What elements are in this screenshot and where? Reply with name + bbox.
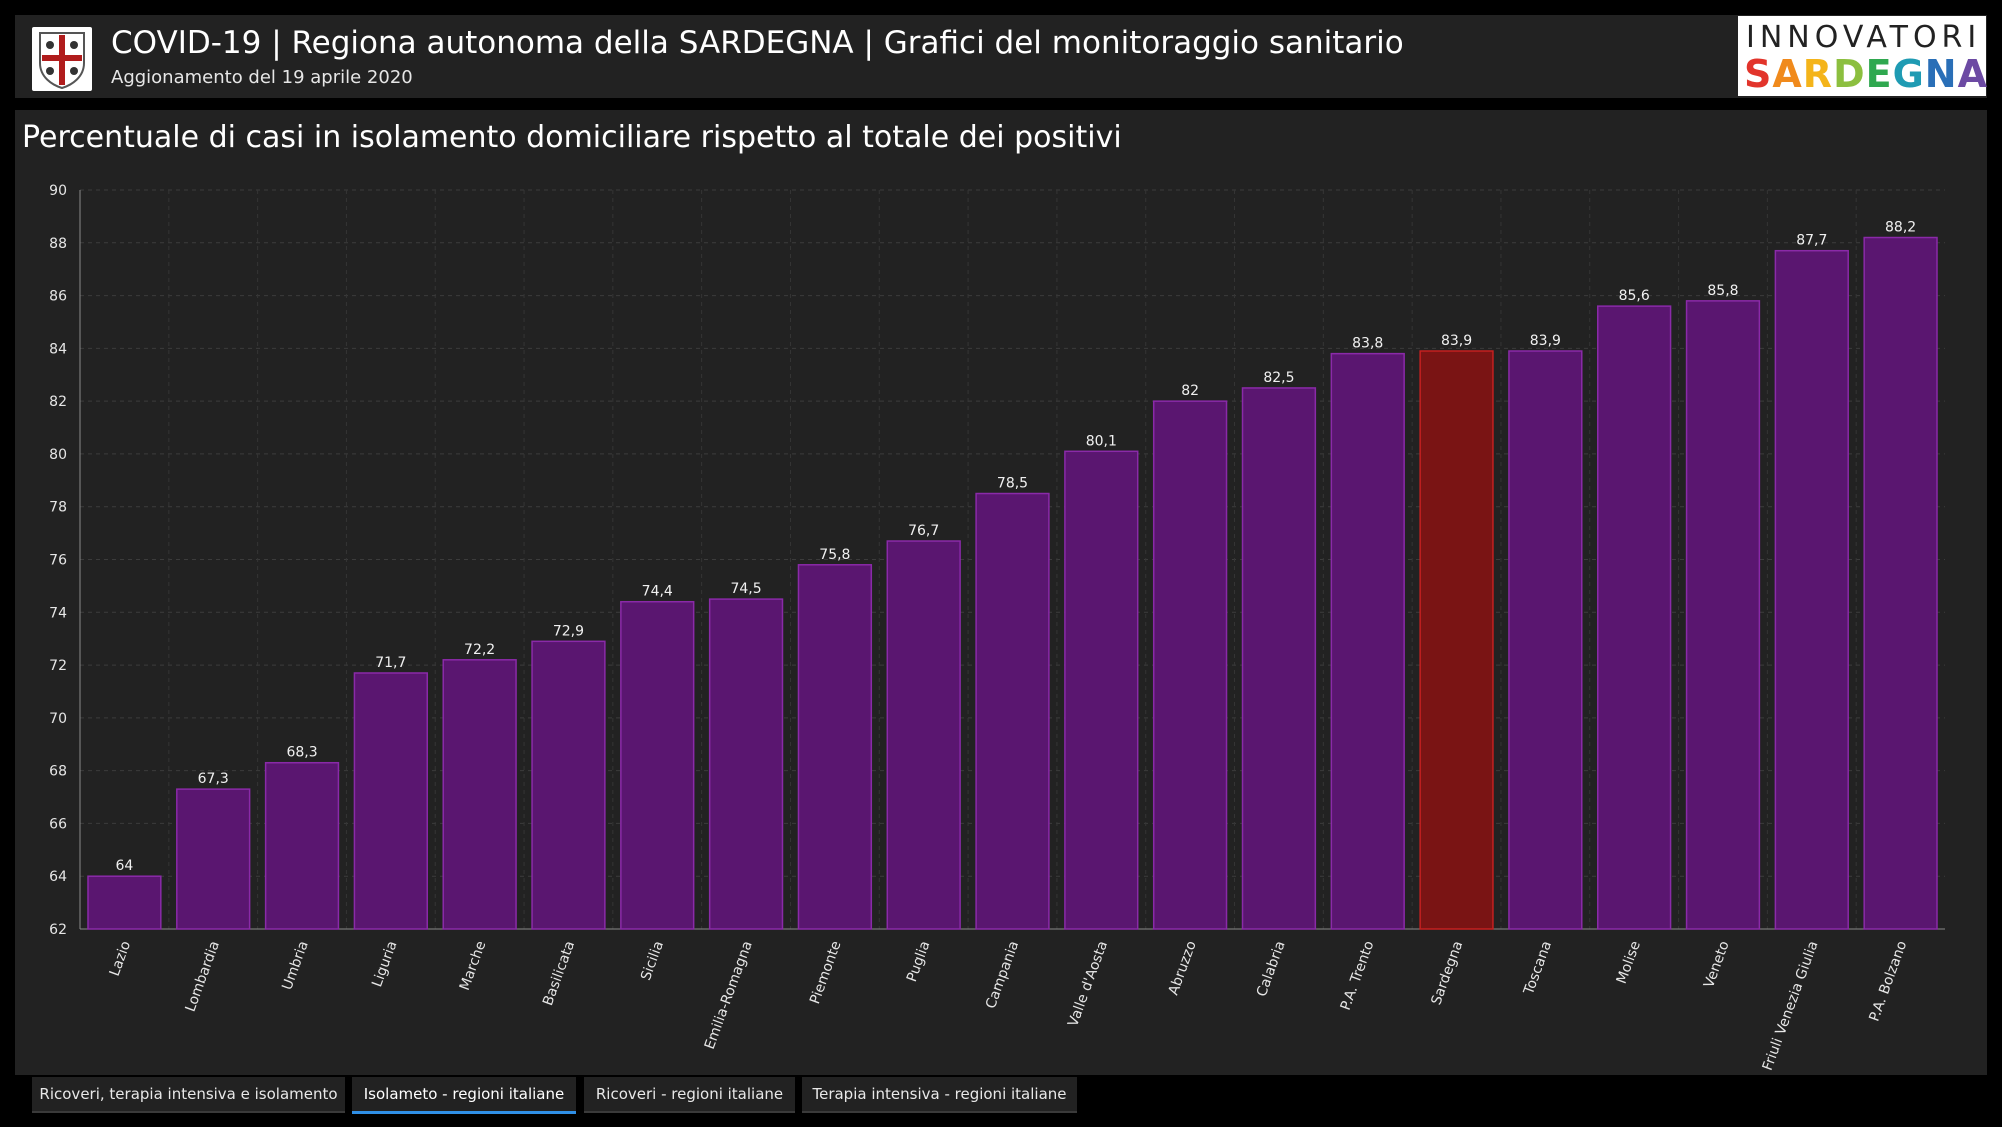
- y-tick-label: 68: [49, 764, 67, 780]
- bar-value-label: 68,3: [286, 745, 317, 761]
- tab-isolamento-regioni[interactable]: Isolameto - regioni italiane: [352, 1077, 576, 1114]
- x-tick-label: P.A. Bolzano: [1866, 939, 1910, 1024]
- chart-title: Percentuale di casi in isolamento domici…: [22, 120, 1122, 155]
- bar-value-label: 74,4: [642, 584, 673, 600]
- bar-value-label: 64: [115, 858, 133, 874]
- bar-value-label: 87,7: [1796, 233, 1827, 249]
- x-tick-label: P.A. Trento: [1338, 939, 1378, 1013]
- bar-value-label: 85,8: [1707, 283, 1738, 299]
- x-tick-label: Sicilia: [638, 939, 667, 983]
- bar: [1330, 352, 1405, 930]
- bar-value-label: 83,9: [1530, 333, 1561, 349]
- x-tick-label: Friuli Venezia Giulia: [1760, 939, 1822, 1073]
- y-tick-label: 76: [49, 553, 67, 569]
- bar: [264, 761, 340, 930]
- bar-value-label: 82: [1181, 383, 1199, 399]
- bar-value-label: 78,5: [997, 476, 1028, 492]
- bar-value-label: 83,8: [1352, 336, 1383, 352]
- bar-value-label: 72,2: [464, 642, 495, 658]
- tab-ricoveri-terapia-isolamento[interactable]: Ricoveri, terapia intensiva e isolamento: [32, 1077, 345, 1113]
- y-tick-label: 84: [49, 341, 67, 357]
- y-tick-label: 86: [49, 289, 67, 305]
- bar: [1152, 400, 1228, 930]
- app-header: COVID-19 | Regiona autonoma della SARDEG…: [15, 15, 1987, 98]
- y-tick-label: 72: [49, 658, 67, 674]
- x-tick-label: Calabria: [1254, 939, 1289, 999]
- y-tick-label: 80: [49, 447, 67, 463]
- bar: [886, 540, 961, 930]
- bar-value-label: 76,7: [908, 523, 939, 539]
- bar-value-label: 72,9: [553, 623, 584, 639]
- bar: [1597, 305, 1672, 930]
- x-tick-label: Basilicata: [540, 939, 578, 1008]
- bar-chart: 62 64 66 68 70 72 74 76 78 80 82 84 86 88 90 64 Lazio 67,…: [49, 183, 1945, 1073]
- bar-value-label: 83,9: [1441, 333, 1472, 349]
- brand-bottom-text: SARDEGNA: [1744, 52, 1989, 96]
- bar: [353, 672, 428, 930]
- bar: [1863, 236, 1938, 930]
- x-tick-label: Campania: [983, 939, 1022, 1011]
- bar-value-label: 75,8: [819, 547, 850, 563]
- brand-top-text: INNOVATORI: [1746, 20, 1982, 55]
- bar-value-label: 74,5: [730, 581, 761, 597]
- bar: [1064, 450, 1139, 930]
- y-tick-label: 88: [49, 236, 67, 252]
- bar: [708, 598, 784, 930]
- y-tick-label: 66: [49, 816, 67, 832]
- x-tick-label: Molise: [1614, 939, 1644, 986]
- bar: [797, 564, 873, 930]
- x-tick-label: Emilia-Romagna: [702, 939, 756, 1052]
- bar: [1685, 300, 1761, 930]
- bar-value-label: 71,7: [375, 655, 406, 671]
- bar: [531, 640, 606, 930]
- y-tick-label: 70: [49, 711, 67, 727]
- y-tick-label: 64: [49, 869, 67, 885]
- x-tick-label: Lombardia: [183, 939, 223, 1014]
- bar-value-label: 85,6: [1619, 288, 1650, 304]
- x-tick-label: Toscana: [1521, 939, 1555, 998]
- bar: [1241, 387, 1317, 930]
- bar: [176, 788, 251, 930]
- x-tick-label: Piemonte: [807, 939, 845, 1006]
- x-tick-label: Puglia: [904, 939, 934, 984]
- bar-value-label: 88,2: [1885, 220, 1916, 236]
- bar-value-label: 67,3: [198, 771, 229, 787]
- page-title: COVID-19 | Regiona autonoma della SARDEG…: [111, 25, 1404, 61]
- chart-panel: 62 64 66 68 70 72 74 76 78 80 82 84 86 88 90 64 Lazio 67,…: [15, 110, 1987, 1075]
- x-tick-label: Sardegna: [1428, 939, 1466, 1007]
- bar-value-label: 80,1: [1086, 433, 1117, 449]
- bar: [1508, 350, 1583, 930]
- x-tick-label: Veneto: [1701, 939, 1733, 990]
- y-tick-label: 82: [49, 394, 67, 410]
- tab-terapia-intensiva-regioni[interactable]: Terapia intensiva - regioni italiane: [802, 1077, 1077, 1113]
- bar: [87, 875, 162, 930]
- tab-ricoveri-regioni[interactable]: Ricoveri - regioni italiane: [584, 1077, 795, 1113]
- bar: [620, 600, 695, 930]
- sardegna-crest-logo: [32, 27, 92, 91]
- innovatori-sardegna-logo: INNOVATORI SARDEGNA: [1738, 16, 1989, 96]
- bar: [1419, 350, 1494, 930]
- bar: [442, 659, 517, 930]
- x-tick-label: Abruzzo: [1166, 939, 1200, 997]
- x-tick-label: Liguria: [369, 939, 400, 989]
- bar: [1774, 249, 1849, 930]
- y-tick-label: 74: [49, 605, 67, 621]
- x-tick-label: Valle d'Aosta: [1065, 939, 1111, 1029]
- x-tick-label: Lazio: [107, 939, 134, 978]
- bar: [975, 492, 1050, 930]
- update-date: Aggionamento del 19 aprile 2020: [111, 67, 413, 88]
- x-tick-label: Umbria: [279, 939, 311, 992]
- x-tick-label: Marche: [457, 939, 490, 993]
- y-tick-label: 90: [49, 183, 67, 199]
- y-tick-label: 78: [49, 500, 67, 516]
- bar-value-label: 82,5: [1263, 370, 1294, 386]
- y-tick-label: 62: [49, 922, 67, 938]
